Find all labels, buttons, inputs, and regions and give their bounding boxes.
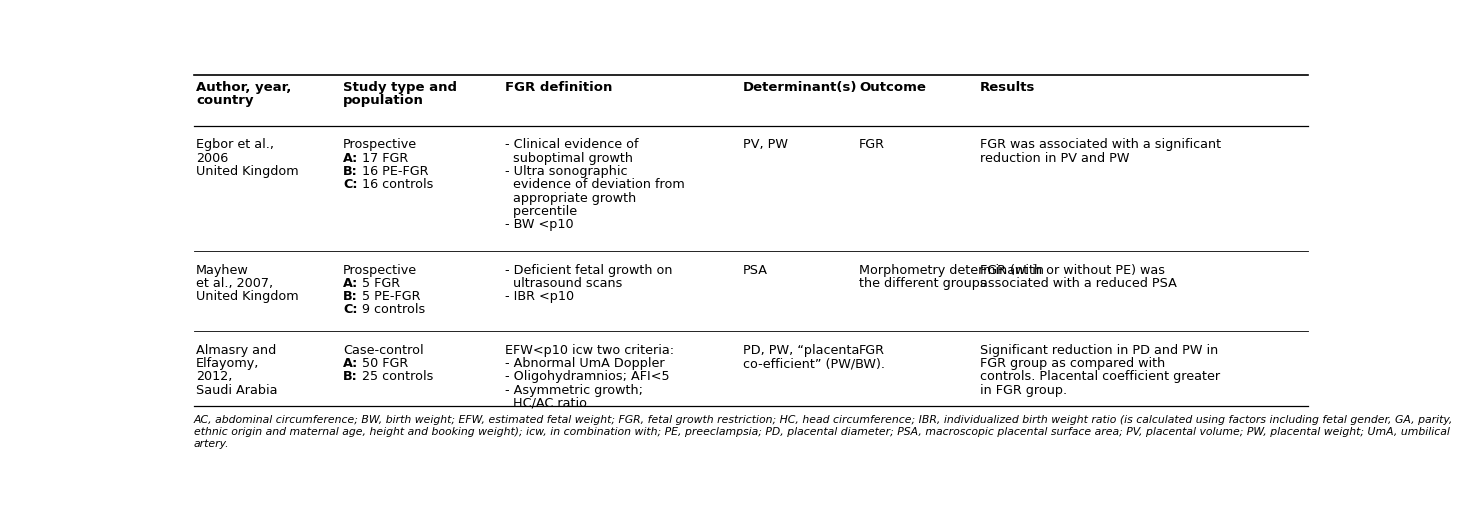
Text: EFW<p10 icw two criteria:: EFW<p10 icw two criteria: <box>505 344 675 357</box>
Text: PV, PW: PV, PW <box>743 138 787 151</box>
Text: A:: A: <box>343 277 358 290</box>
Text: 50 FGR: 50 FGR <box>358 357 409 370</box>
Text: - Deficient fetal growth on: - Deficient fetal growth on <box>505 264 673 276</box>
Text: Prospective: Prospective <box>343 138 418 151</box>
Text: 2006: 2006 <box>196 152 228 165</box>
Text: the different groups: the different groups <box>858 277 987 290</box>
Text: 5 FGR: 5 FGR <box>358 277 400 290</box>
Text: Determinant(s): Determinant(s) <box>743 80 857 93</box>
Text: FGR was associated with a significant: FGR was associated with a significant <box>980 138 1222 151</box>
Text: 2012,: 2012, <box>196 370 232 384</box>
Text: HC/AC ratio: HC/AC ratio <box>505 397 587 410</box>
Text: - BW <p10: - BW <p10 <box>505 218 574 231</box>
Text: FGR: FGR <box>858 344 885 357</box>
Text: Case-control: Case-control <box>343 344 423 357</box>
Text: 5 PE-FGR: 5 PE-FGR <box>358 290 420 303</box>
Text: PSA: PSA <box>743 264 768 276</box>
Text: 25 controls: 25 controls <box>358 370 434 384</box>
Text: United Kingdom: United Kingdom <box>196 165 299 178</box>
Text: reduction in PV and PW: reduction in PV and PW <box>980 152 1130 165</box>
Text: C:: C: <box>343 178 358 191</box>
Text: Mayhew: Mayhew <box>196 264 248 276</box>
Text: Egbor et al.,: Egbor et al., <box>196 138 274 151</box>
Text: controls. Placental coefficient greater: controls. Placental coefficient greater <box>980 370 1221 384</box>
Text: FGR definition: FGR definition <box>505 80 612 93</box>
Text: - Clinical evidence of: - Clinical evidence of <box>505 138 638 151</box>
Text: FGR: FGR <box>858 138 885 151</box>
Text: Saudi Arabia: Saudi Arabia <box>196 384 277 397</box>
Text: 16 PE-FGR: 16 PE-FGR <box>358 165 428 178</box>
Text: C:: C: <box>343 303 358 316</box>
Text: Almasry and: Almasry and <box>196 344 276 357</box>
Text: et al., 2007,: et al., 2007, <box>196 277 273 290</box>
Text: in FGR group.: in FGR group. <box>980 384 1067 397</box>
Text: ultrasound scans: ultrasound scans <box>505 277 622 290</box>
Text: A:: A: <box>343 152 358 165</box>
Text: Results: Results <box>980 80 1035 93</box>
Text: FGR (with or without PE) was: FGR (with or without PE) was <box>980 264 1165 276</box>
Text: suboptimal growth: suboptimal growth <box>505 152 634 165</box>
Text: associated with a reduced PSA: associated with a reduced PSA <box>980 277 1177 290</box>
Text: B:: B: <box>343 290 358 303</box>
Text: co-efficient” (PW/BW).: co-efficient” (PW/BW). <box>743 357 885 370</box>
Text: B:: B: <box>343 370 358 384</box>
Text: - Oligohydramnios; AFI<5: - Oligohydramnios; AFI<5 <box>505 370 670 384</box>
Text: Significant reduction in PD and PW in: Significant reduction in PD and PW in <box>980 344 1219 357</box>
Text: A:: A: <box>343 357 358 370</box>
Text: appropriate growth: appropriate growth <box>505 192 637 205</box>
Text: 9 controls: 9 controls <box>358 303 425 316</box>
Text: evidence of deviation from: evidence of deviation from <box>505 178 685 191</box>
Text: artery.: artery. <box>194 439 229 450</box>
Text: Elfayomy,: Elfayomy, <box>196 357 260 370</box>
Text: Morphometry determinant in: Morphometry determinant in <box>858 264 1044 276</box>
Text: AC, abdominal circumference; BW, birth weight; EFW, estimated fetal weight; FGR,: AC, abdominal circumference; BW, birth w… <box>194 415 1453 425</box>
Text: - IBR <p10: - IBR <p10 <box>505 290 574 303</box>
Text: 16 controls: 16 controls <box>358 178 434 191</box>
Text: - Ultra sonographic: - Ultra sonographic <box>505 165 628 178</box>
Text: 17 FGR: 17 FGR <box>358 152 409 165</box>
Text: United Kingdom: United Kingdom <box>196 290 299 303</box>
Text: ethnic origin and maternal age, height and booking weight); icw, in combination : ethnic origin and maternal age, height a… <box>194 427 1450 437</box>
Text: Prospective: Prospective <box>343 264 418 276</box>
Text: - Abnormal UmA Doppler: - Abnormal UmA Doppler <box>505 357 664 370</box>
Text: Study type and: Study type and <box>343 80 457 93</box>
Text: percentile: percentile <box>505 205 577 218</box>
Text: - Asymmetric growth;: - Asymmetric growth; <box>505 384 642 397</box>
Text: FGR group as compared with: FGR group as compared with <box>980 357 1165 370</box>
Text: country: country <box>196 94 254 107</box>
Text: Author, year,: Author, year, <box>196 80 292 93</box>
Text: population: population <box>343 94 423 107</box>
Text: Outcome: Outcome <box>858 80 926 93</box>
Text: B:: B: <box>343 165 358 178</box>
Text: PD, PW, “placenta: PD, PW, “placenta <box>743 344 858 357</box>
